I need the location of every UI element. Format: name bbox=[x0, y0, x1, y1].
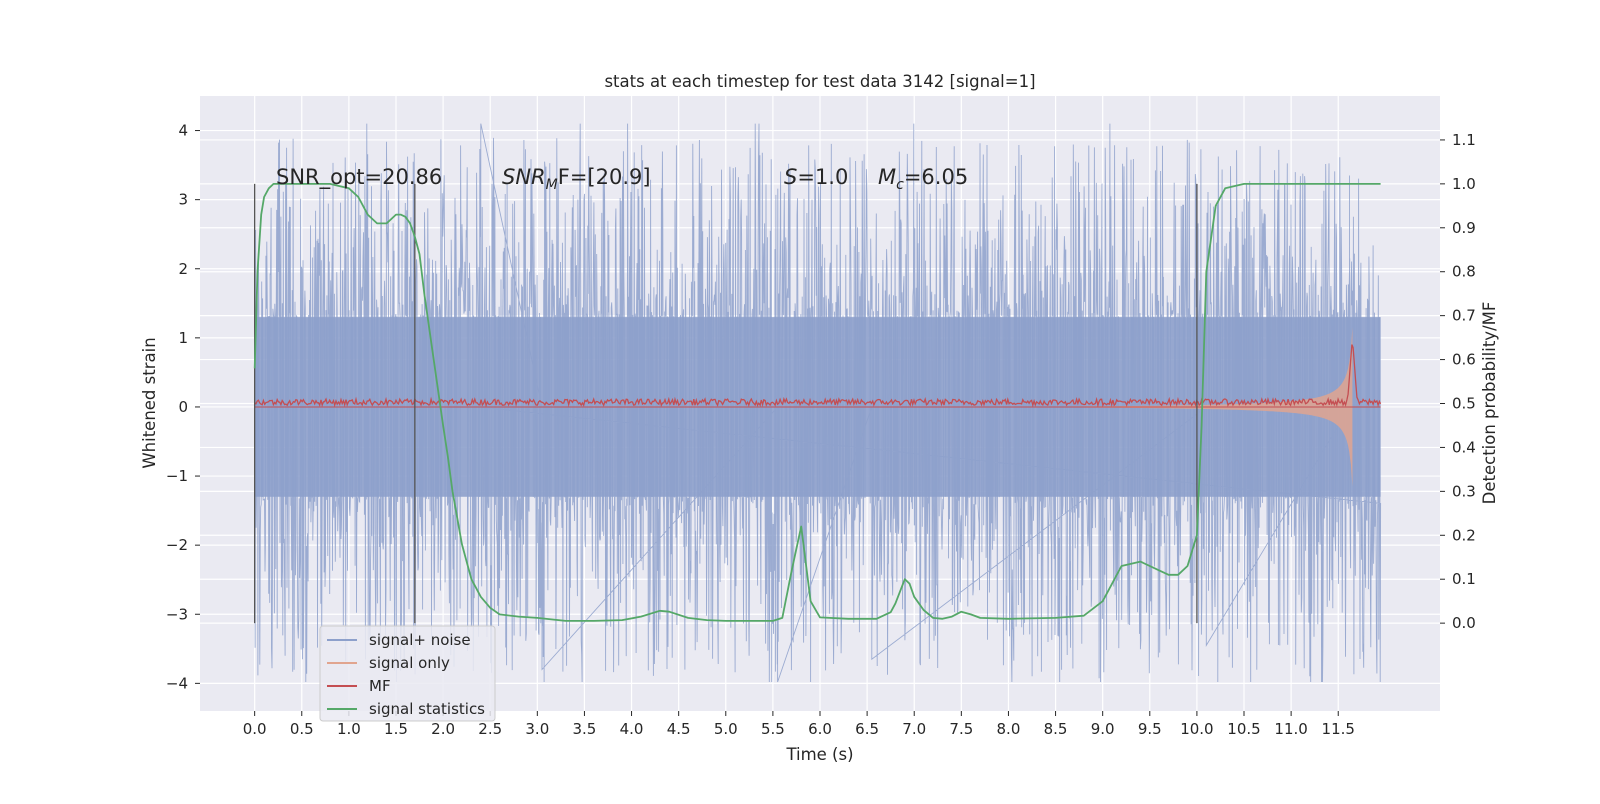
x-tick-label: 7.0 bbox=[902, 720, 926, 738]
x-tick-label: 11.5 bbox=[1322, 720, 1355, 738]
y-right-tick-label: 1.1 bbox=[1452, 131, 1476, 149]
x-tick-label: 0.5 bbox=[290, 720, 314, 738]
x-tick-label: 6.0 bbox=[808, 720, 832, 738]
series-signal-statistics bbox=[253, 182, 1381, 622]
y-axis-label: Whitened strain bbox=[140, 337, 159, 468]
annotation-snr-mf: SNRMF=[20.9] bbox=[502, 165, 651, 193]
legend-label-mf: MF bbox=[369, 677, 391, 695]
annotation-s-symbol: S bbox=[784, 165, 797, 189]
vertical-markers bbox=[254, 183, 1198, 624]
x-tick-label: 6.5 bbox=[855, 720, 879, 738]
y-tick-label: 0 bbox=[178, 398, 188, 416]
x-tick-label: 5.0 bbox=[714, 720, 738, 738]
x-axis-label: Time (s) bbox=[785, 745, 853, 764]
y-tick-label: −2 bbox=[166, 536, 188, 554]
annotation-snr-opt: SNR_opt=20.86 bbox=[276, 165, 442, 190]
x-tick-label: 4.5 bbox=[667, 720, 691, 738]
annotation-s: S=1.0 bbox=[784, 165, 848, 189]
annotation-mc: Mc=6.05 bbox=[878, 165, 968, 193]
signal-statistics-line bbox=[253, 182, 1381, 622]
y-right-tick-label: 0.7 bbox=[1452, 307, 1476, 325]
series-mf bbox=[254, 344, 1382, 408]
y-right-tick-label: 0.0 bbox=[1452, 614, 1476, 632]
x-tick-label: 0.0 bbox=[243, 720, 267, 738]
y-axis-right-label: Detection probability/MF bbox=[1480, 302, 1499, 505]
y-right-tick-label: 1.0 bbox=[1452, 175, 1476, 193]
annotation-snr-mf-subscript: M bbox=[546, 177, 558, 193]
x-tick-label: 2.0 bbox=[431, 720, 455, 738]
legend-label-signal-plus-noise: signal+ noise bbox=[369, 631, 471, 649]
x-tick-label: 11.0 bbox=[1274, 720, 1307, 738]
annotation-s-value: =1.0 bbox=[797, 165, 848, 189]
x-tick-label: 8.5 bbox=[1044, 720, 1068, 738]
y-axis-right-ticks: 1.1 1.0 0.9 0.8 0.7 0.6 0.5 0.4 0.3 0.2 0.1 0.0 bbox=[1440, 131, 1476, 632]
x-tick-label: 10.0 bbox=[1180, 720, 1213, 738]
y-tick-label: −1 bbox=[166, 467, 188, 485]
annotation-snr-mf-value: F=[20.9] bbox=[558, 165, 651, 189]
y-right-tick-label: 0.2 bbox=[1452, 526, 1476, 544]
annotation-snr-mf-symbol: SNR bbox=[502, 165, 546, 189]
y-tick-label: 2 bbox=[178, 260, 188, 278]
legend-label-signal-statistics: signal statistics bbox=[369, 700, 485, 718]
x-tick-label: 9.5 bbox=[1138, 720, 1162, 738]
x-tick-label: 3.0 bbox=[525, 720, 549, 738]
x-tick-label: 4.0 bbox=[620, 720, 644, 738]
x-tick-label: 5.5 bbox=[761, 720, 785, 738]
y-tick-label: −4 bbox=[166, 674, 188, 692]
y-right-tick-label: 0.6 bbox=[1452, 351, 1476, 369]
y-right-tick-label: 0.1 bbox=[1452, 570, 1476, 588]
y-tick-label: 4 bbox=[178, 122, 188, 140]
y-right-tick-label: 0.3 bbox=[1452, 482, 1476, 500]
x-axis-ticks: 0.0 0.5 1.0 1.5 2.0 2.5 3.0 3.5 4.0 4.5 5.0 5.5 6.0 6… bbox=[243, 711, 1355, 738]
legend-frame bbox=[319, 625, 496, 722]
x-tick-label: 2.5 bbox=[478, 720, 502, 738]
y-tick-label: 1 bbox=[178, 329, 188, 347]
x-tick-label: 3.5 bbox=[573, 720, 597, 738]
chart-title: stats at each timestep for test data 314… bbox=[604, 72, 1035, 91]
x-tick-label: 9.0 bbox=[1091, 720, 1115, 738]
x-tick-label: 8.0 bbox=[997, 720, 1021, 738]
y-right-tick-label: 0.9 bbox=[1452, 219, 1476, 237]
x-tick-label: 1.5 bbox=[384, 720, 408, 738]
y-tick-label: −3 bbox=[166, 605, 188, 623]
y-right-tick-label: 0.8 bbox=[1452, 263, 1476, 281]
x-tick-label: 1.0 bbox=[337, 720, 361, 738]
y-right-tick-label: 0.5 bbox=[1452, 395, 1476, 413]
y-tick-label: 3 bbox=[178, 191, 188, 209]
mf-trace bbox=[254, 344, 1382, 408]
legend-label-signal-only: signal only bbox=[369, 654, 450, 672]
annotation-mc-value: =6.05 bbox=[904, 165, 968, 189]
annotation-mc-symbol: M bbox=[878, 165, 896, 189]
annotation-mc-subscript: c bbox=[896, 177, 904, 193]
x-tick-label: 7.5 bbox=[949, 720, 973, 738]
y-axis-ticks: 4 3 2 1 0 −1 −2 −3 −4 bbox=[166, 122, 200, 692]
y-right-tick-label: 0.4 bbox=[1452, 438, 1476, 456]
x-tick-label: 10.5 bbox=[1227, 720, 1260, 738]
legend: signal+ noise signal only MF signal stat… bbox=[319, 625, 496, 722]
